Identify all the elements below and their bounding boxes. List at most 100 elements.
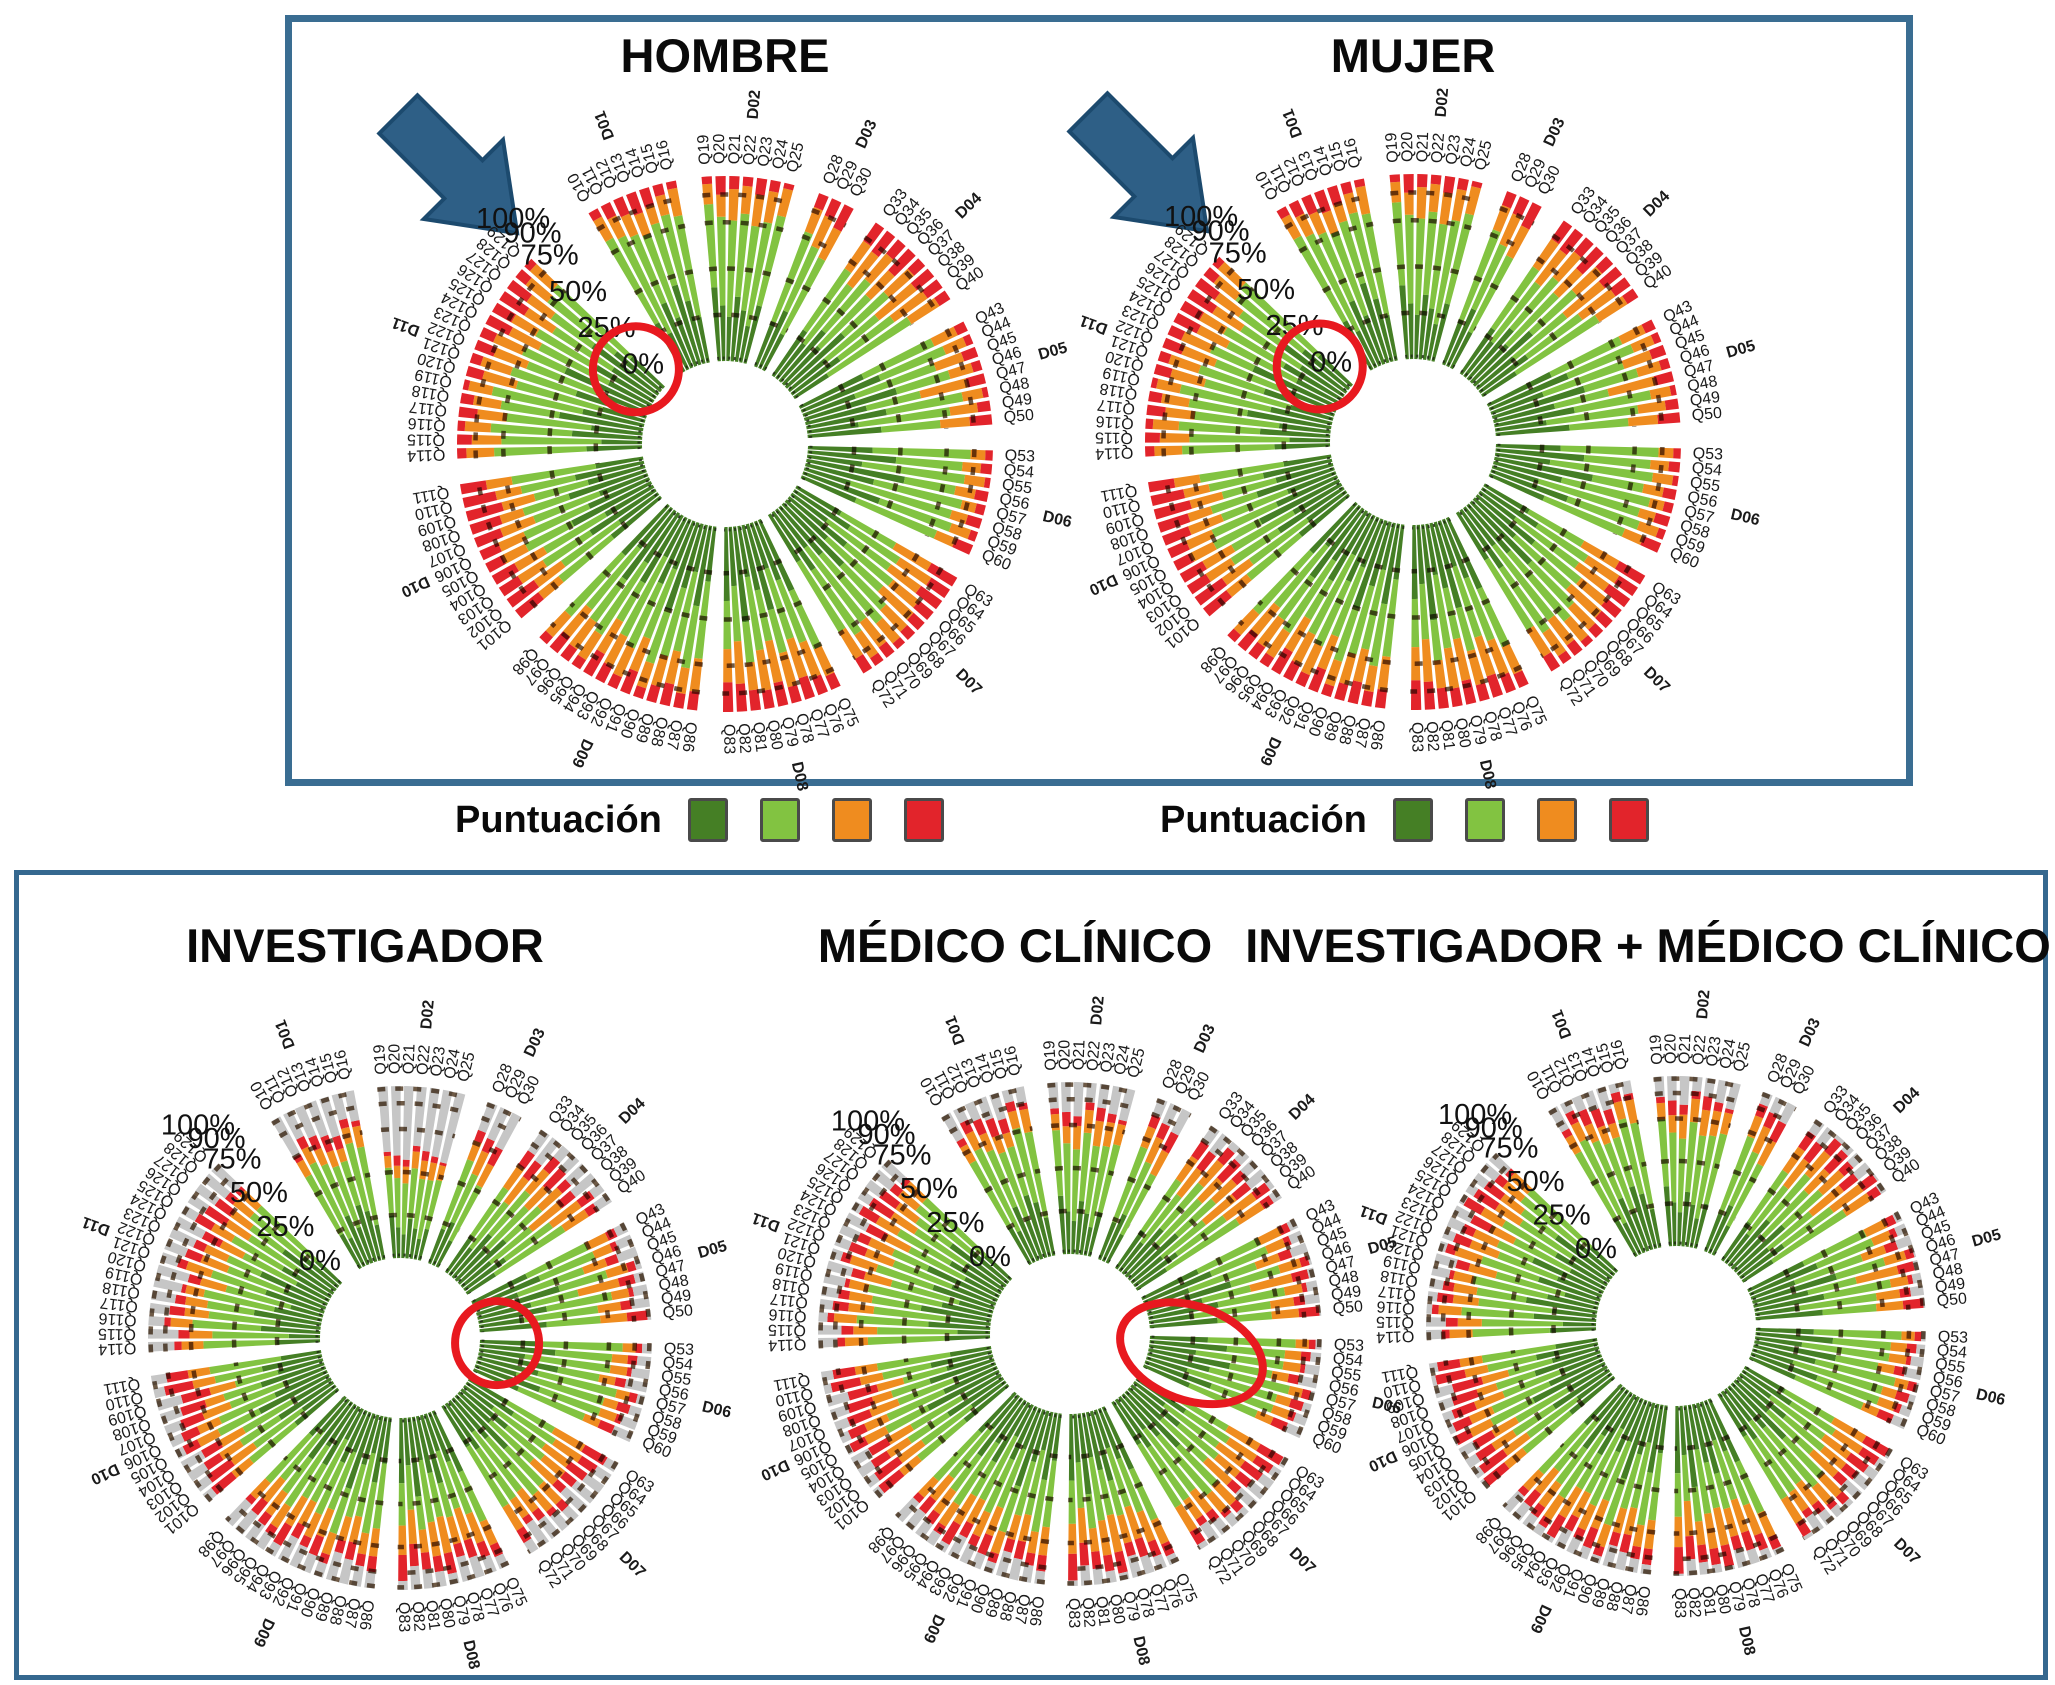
- bar-segment: [1141, 1178, 1182, 1233]
- bar-segment: [1478, 490, 1517, 521]
- bar-segment: [558, 1270, 608, 1292]
- bar-segment: [981, 386, 989, 398]
- bar-segment: [965, 1130, 982, 1152]
- bar-segment: [219, 1427, 246, 1448]
- bar-segment: [751, 194, 765, 227]
- gridline-arc: [1047, 1082, 1136, 1096]
- bar-segment-gray: [616, 1246, 639, 1263]
- bar-segment: [366, 1555, 378, 1573]
- gridline-arc: [283, 1455, 384, 1506]
- bar-segment: [983, 477, 991, 489]
- gridline-arc: [924, 448, 949, 538]
- bar-segment: [1649, 386, 1672, 400]
- bar-segment-gray: [402, 1086, 414, 1160]
- bar-segment: [301, 1146, 317, 1166]
- bar-segment: [1455, 1259, 1471, 1272]
- gridline-arc: [1258, 1338, 1282, 1422]
- bar-segment: [357, 1532, 370, 1555]
- gridline-arc: [1179, 1336, 1196, 1387]
- bar-segment: [848, 1291, 873, 1304]
- bar-segment: [626, 191, 643, 216]
- bar-segment: [1159, 1182, 1204, 1232]
- bar-segment: [1766, 1211, 1813, 1251]
- bar-segment: [594, 560, 649, 636]
- bar-segment: [170, 1317, 193, 1328]
- bar-segment: [543, 1156, 561, 1175]
- bar-segment: [463, 1538, 478, 1559]
- bar-segment: [554, 1349, 613, 1363]
- bar-segment: [1176, 1443, 1218, 1487]
- bar-segment: [1422, 308, 1435, 360]
- bar-segment: [771, 231, 813, 324]
- bar-segment: [453, 1542, 465, 1558]
- domain-label: D01: [272, 1017, 298, 1051]
- gridline-arc: [545, 1260, 568, 1327]
- gridline-arc: [1067, 1556, 1180, 1586]
- bar-segment: [832, 1366, 856, 1380]
- bar-segment: [1469, 343, 1509, 384]
- chart-investigador-medico-clinico: Q10Q11Q12Q13Q14Q15Q16D01Q19Q20Q21Q22Q23Q…: [1357, 989, 2007, 1657]
- bar-segment: [813, 193, 829, 211]
- gridline-arc: [188, 1191, 252, 1351]
- bar-segment: [900, 1177, 911, 1188]
- bar-segment: [371, 1416, 388, 1483]
- bar-segment: [843, 542, 894, 586]
- bar-segment: [1662, 487, 1677, 500]
- gridline-arc: [548, 1341, 569, 1408]
- bar-segment: [1333, 606, 1360, 662]
- bar-segment: [329, 1487, 352, 1535]
- domain-label: D11: [389, 313, 422, 339]
- question-label: Q47: [1682, 357, 1716, 381]
- bar-segment: [824, 198, 842, 220]
- question-label: Q79: [449, 1594, 472, 1627]
- question-label: Q53: [1004, 447, 1035, 465]
- bar-segment: [1514, 315, 1600, 376]
- bar-segment: [1141, 1269, 1199, 1301]
- bar-segment: [1374, 689, 1388, 709]
- question-label: Q79: [1466, 713, 1489, 746]
- bar-segment: [594, 365, 655, 403]
- question-label: Q53: [663, 1341, 694, 1359]
- bar-segment: [943, 1365, 998, 1395]
- bar-segment: [1888, 1353, 1907, 1365]
- bar-segment: [1414, 314, 1420, 360]
- zero-ring-ticks: [1488, 401, 1501, 437]
- bar-segment: [870, 652, 884, 666]
- question-label: Q21: [726, 134, 744, 165]
- bar-segment: [610, 1288, 630, 1301]
- bar-segment: [1295, 378, 1341, 405]
- bar-segment-gray: [1725, 1082, 1741, 1111]
- bar-segment: [1088, 1527, 1100, 1552]
- bar-segment: [1618, 324, 1646, 345]
- bar-segment: [946, 1354, 994, 1371]
- bar-segment: [910, 268, 935, 291]
- bar-segment: [1393, 524, 1405, 580]
- gridline-arc: [1188, 286, 1255, 455]
- bar-segment: [291, 1377, 332, 1404]
- bar-segment: [1532, 238, 1559, 272]
- gridline-arc: [946, 1351, 979, 1416]
- legend-label: Puntuación: [1160, 798, 1367, 841]
- bar-segment: [1437, 520, 1457, 568]
- bar-segment: [1896, 1261, 1915, 1275]
- question-label: Q54: [662, 1354, 694, 1374]
- gridline-arc: [486, 1102, 522, 1122]
- bar-segment: [201, 1401, 232, 1420]
- gridline-arc: [837, 552, 920, 637]
- bar-segment: [639, 514, 684, 584]
- bar-segment: [871, 1390, 894, 1405]
- bar-segment: [1369, 603, 1388, 667]
- bar-segment: [856, 1315, 929, 1327]
- bar-segment: [1145, 446, 1155, 457]
- bar-segment: [1148, 390, 1163, 403]
- bar-segment: [1295, 213, 1314, 238]
- bar-segment: [627, 1392, 638, 1404]
- bar-segment: [1453, 1283, 1478, 1296]
- bar-segment: [1408, 303, 1414, 360]
- gridline-arc: [785, 277, 811, 293]
- bar-segment: [309, 1161, 353, 1240]
- bar-segment: [1181, 331, 1214, 353]
- bar-segment: [1023, 1194, 1048, 1259]
- bar-segment: [972, 1118, 987, 1136]
- bar-segment: [1209, 1246, 1269, 1277]
